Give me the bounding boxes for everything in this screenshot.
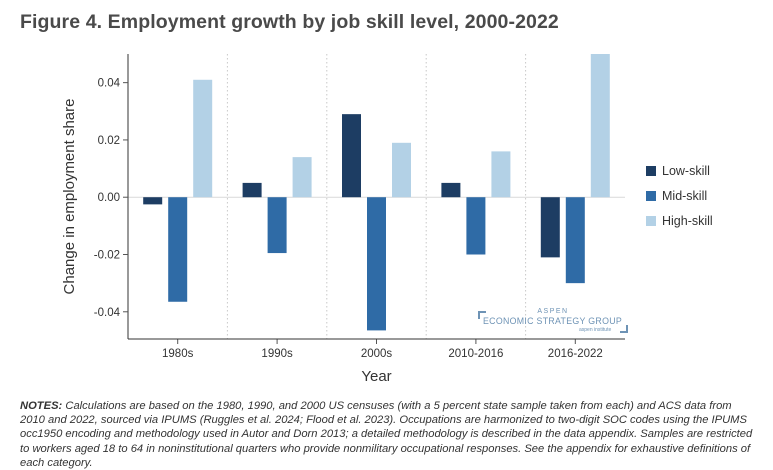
bar-low-skill-1980s — [143, 197, 163, 205]
x-tick-label: 2010-2016 — [448, 348, 503, 360]
aspen-watermark: ASPEN ECONOMIC STRATEGY GROUP aspen inst… — [478, 308, 628, 333]
chart-title: Figure 4. Employment growth by job skill… — [20, 11, 559, 33]
legend-label: High-skill — [662, 214, 713, 228]
y-tick-label: -0.04 — [94, 307, 121, 319]
legend-label: Mid-skill — [662, 189, 707, 203]
bar-chart: 1980s 1990s 2000s 2010-2016 2016-2022 0.04 0.0… — [61, 54, 713, 385]
legend-swatch — [646, 166, 656, 176]
watermark-main: ECONOMIC STRATEGY GROUP — [483, 316, 623, 326]
y-tick-label: 0.04 — [98, 78, 121, 90]
notes-text: Calculations are based on the 1980, 1990… — [20, 400, 753, 469]
bar-mid-skill-2010-2016 — [466, 197, 486, 255]
notes-label: NOTES: — [20, 400, 63, 412]
legend-label: Low-skill — [662, 164, 710, 178]
legend-swatch — [646, 191, 656, 201]
bar-high-skill-1990s — [292, 157, 312, 198]
bar-mid-skill-2016-2022 — [565, 197, 585, 284]
bar-high-skill-2010-2016 — [491, 151, 511, 198]
watermark-sub: aspen institute — [579, 327, 612, 333]
bar-mid-skill-1980s — [168, 197, 188, 302]
legend-swatch — [646, 216, 656, 226]
watermark-aspen: ASPEN — [537, 308, 569, 315]
y-axis-label: Change in employment share — [61, 99, 78, 295]
x-tick-label: 2016-2022 — [548, 348, 603, 360]
x-axis-label: Year — [361, 368, 391, 385]
watermark-bracket-icon — [620, 325, 628, 333]
bar-low-skill-2010-2016 — [441, 182, 461, 198]
x-tick-label: 2000s — [361, 348, 393, 360]
notes: NOTES: Calculations are based on the 198… — [20, 399, 758, 470]
bar-high-skill-2016-2022 — [590, 54, 610, 198]
bar-low-skill-1990s — [242, 182, 262, 198]
y-tick-label: 0.02 — [98, 135, 120, 147]
bar-mid-skill-1990s — [267, 197, 287, 254]
bar-low-skill-2000s — [342, 114, 361, 198]
bar-low-skill-2016-2022 — [540, 197, 560, 258]
watermark-bracket-icon — [478, 311, 486, 319]
bar-high-skill-2000s — [392, 142, 411, 198]
x-tick-label: 1980s — [162, 348, 194, 360]
bar-high-skill-1980s — [193, 79, 213, 198]
x-tick-label: 1990s — [261, 348, 293, 360]
bar-mid-skill-2000s — [367, 197, 386, 331]
y-tick-label: -0.02 — [94, 250, 120, 262]
y-tick-label: 0.00 — [98, 192, 120, 204]
